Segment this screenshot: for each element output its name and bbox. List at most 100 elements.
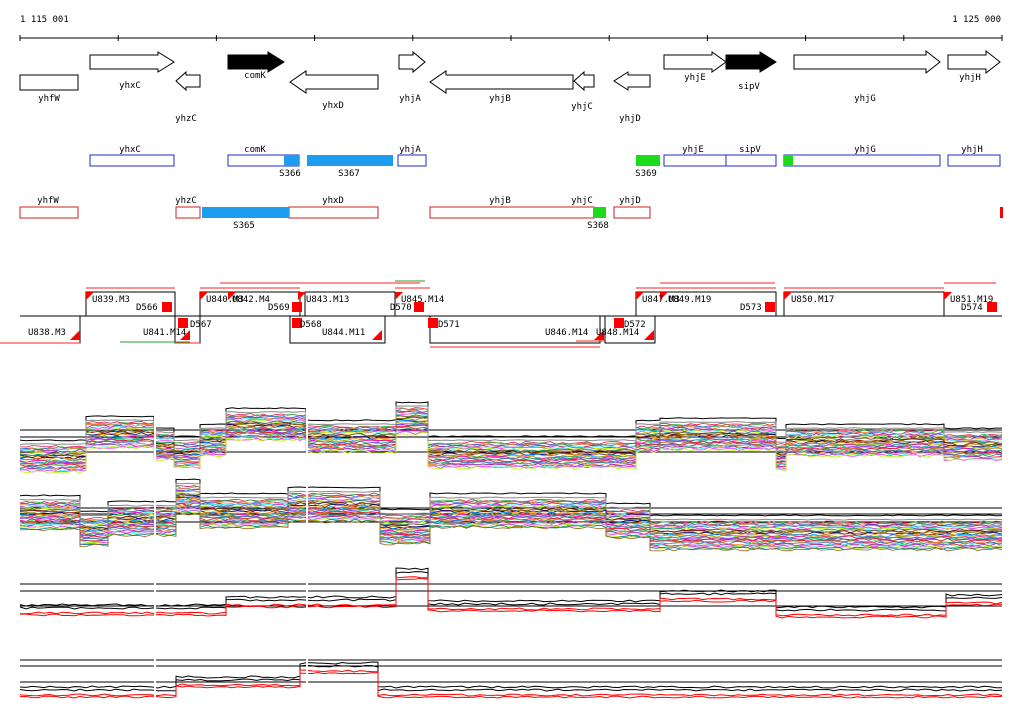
gene-label: yhxC [119, 81, 141, 91]
expression-series [19, 502, 1003, 542]
expression-panel-1 [19, 398, 1003, 474]
rev-box-yhjD[interactable] [613, 206, 651, 219]
fwd-label: comK [244, 145, 266, 155]
segment-S367[interactable] [307, 155, 393, 166]
expression-series-black [19, 664, 1003, 692]
downshift-label: D567 [190, 320, 212, 330]
expression-series-black-2 [19, 661, 1003, 689]
flag-U840 [200, 292, 208, 300]
gene-label: comK [244, 71, 266, 81]
gene-yhzC[interactable]: yhzC [175, 70, 201, 124]
expression-series [19, 505, 1003, 546]
breakpoint-label: U847.M3 [642, 295, 680, 305]
breakpoint-label: U842.M4 [232, 295, 270, 305]
gene-yhjG[interactable]: yhjG [793, 49, 941, 104]
marker-D570 [414, 302, 424, 312]
rev-box-yhxD[interactable] [288, 206, 379, 219]
expression-series [20, 492, 1003, 532]
segment-label-S365: S365 [233, 221, 255, 231]
fwd-box-yhjH[interactable] [947, 154, 1001, 167]
expression-series-red [19, 576, 1003, 617]
gene-label: yhjG [854, 94, 876, 104]
expression-series [19, 493, 1003, 533]
expression-series [19, 488, 1003, 528]
flag-U847 [636, 292, 644, 300]
forward-annotation-track: yhxC comK yhjA yhjE sipV yhjG yhjH S366 … [89, 145, 1001, 179]
segment-S365[interactable] [202, 207, 289, 218]
expression-series-red-2 [20, 577, 1002, 619]
gene-label: yhjD [619, 114, 641, 124]
segment-label-S367: S367 [338, 169, 360, 179]
fwd-label: yhjA [399, 145, 421, 155]
breakpoint-label: U850.M17 [791, 295, 834, 305]
gene-yhjA[interactable]: yhjA [398, 50, 426, 104]
expression-series [19, 511, 1003, 551]
gene-yhjE[interactable]: yhjE [663, 51, 727, 83]
segment-label-S369: S369 [635, 169, 657, 179]
gene-yhfW[interactable]: yhfW [19, 74, 79, 104]
gene-yhjH[interactable]: yhjH [947, 49, 1001, 83]
breakpoint-label: U841.M14 [143, 328, 186, 338]
marker-D574 [987, 302, 997, 312]
segment-S368[interactable] [593, 207, 606, 218]
flag-U848 [644, 330, 654, 340]
segment-S366[interactable] [284, 155, 299, 166]
gap-marker [306, 398, 308, 466]
expression-series [19, 422, 1003, 464]
gene-yhxC[interactable]: yhxC [89, 51, 175, 91]
gap-marker [154, 476, 156, 548]
marker-D571 [428, 318, 438, 328]
downshift-label: D570 [390, 303, 412, 313]
gene-yhjC[interactable]: yhjC [571, 70, 595, 112]
expression-series-top [19, 401, 1002, 442]
fwd-box-yhjA[interactable] [397, 154, 427, 167]
gene-label: yhjE [684, 73, 706, 83]
rev-box-yhfW[interactable] [19, 206, 79, 219]
gene-label: yhjA [399, 94, 421, 104]
breakpoint-label: U849.M19 [668, 295, 711, 305]
gene-yhjB[interactable]: yhjB [429, 70, 574, 104]
rev-label: yhjD [619, 196, 641, 206]
gene-comK[interactable]: comK [227, 51, 285, 81]
gap-marker [154, 654, 156, 704]
expression-series-grey [19, 405, 1003, 446]
rev-box-yhzC[interactable] [175, 206, 201, 219]
gene-label: yhfW [38, 94, 60, 104]
fwd-box-yhjG[interactable] [783, 154, 941, 167]
rev-box-yhjB[interactable] [429, 206, 595, 219]
flag-U844 [372, 330, 382, 340]
breakpoint-labels-upper: U839.M3 U840.M3 U842.M4 U843.M13 U845.M1… [92, 295, 993, 313]
gene-yhxD[interactable]: yhxD [289, 70, 379, 111]
expression-series [19, 427, 1003, 468]
expression-series [19, 490, 1003, 530]
flag-U849 [660, 292, 668, 300]
fwd-box-yhjE[interactable] [663, 154, 727, 167]
flag-U841 [180, 330, 190, 340]
gap-marker [306, 654, 308, 704]
segment-red-edge [1000, 207, 1003, 218]
gene-yhjD[interactable]: yhjD [613, 71, 651, 124]
expression-panel-3 [19, 562, 1003, 622]
breakpoint-label: U851.M19 [950, 295, 993, 305]
expression-series-black [19, 571, 1003, 612]
marker-D568 [292, 318, 302, 328]
marker-D566 [162, 302, 172, 312]
flag-U843 [298, 292, 306, 300]
downshift-markers [162, 302, 997, 328]
gene-label: sipV [738, 82, 760, 92]
expression-series [19, 487, 1003, 527]
flag-U845 [395, 292, 403, 300]
breakpoint-labels-lower: U838.M3 U841.M14 U844.M11 U846.M14 U848.… [28, 320, 646, 338]
fwd-box-yhxC[interactable] [89, 154, 175, 167]
breakpoint-label: U840.M3 [206, 295, 244, 305]
segment-S369[interactable] [636, 155, 660, 166]
fwd-box-sipV[interactable] [725, 154, 777, 167]
gene-sipV[interactable]: sipV [725, 51, 777, 92]
breakpoint-label: U839.M3 [92, 295, 130, 305]
downshift-label: D566 [136, 303, 158, 313]
expression-panel-4 [19, 654, 1003, 704]
ruler-end-label: 1 125 000 [952, 15, 1001, 25]
segment-label-S366: S366 [279, 169, 301, 179]
segment-green-small [784, 155, 793, 166]
